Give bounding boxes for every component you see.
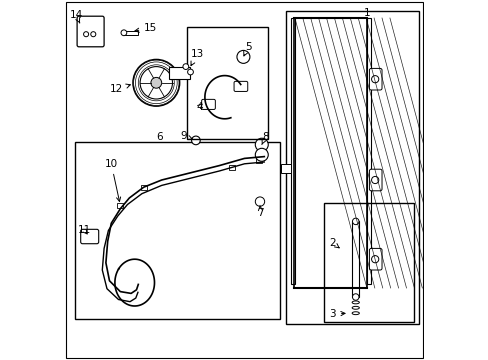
Bar	[117, 203, 123, 208]
Circle shape	[371, 176, 378, 184]
Bar	[366, 18, 370, 284]
Circle shape	[83, 32, 88, 37]
Bar	[352, 221, 358, 297]
Ellipse shape	[352, 218, 358, 225]
FancyBboxPatch shape	[81, 229, 99, 244]
Text: 4: 4	[196, 102, 203, 112]
Bar	[141, 185, 146, 190]
Bar	[123, 31, 138, 35]
Circle shape	[183, 64, 188, 69]
Text: 3: 3	[329, 309, 345, 319]
Text: 13: 13	[190, 49, 203, 66]
Text: 1: 1	[363, 8, 369, 18]
Text: 12: 12	[110, 84, 130, 94]
Bar	[280, 164, 291, 173]
Circle shape	[151, 77, 162, 88]
Ellipse shape	[351, 306, 359, 309]
Circle shape	[191, 136, 200, 145]
Ellipse shape	[352, 294, 358, 300]
FancyBboxPatch shape	[368, 68, 381, 90]
Circle shape	[187, 69, 193, 75]
Bar	[323, 203, 413, 322]
Bar	[186, 27, 267, 139]
Text: 7: 7	[257, 205, 264, 218]
Bar	[75, 142, 280, 319]
Circle shape	[121, 30, 126, 36]
Circle shape	[255, 197, 264, 206]
Text: 9: 9	[180, 131, 192, 141]
FancyBboxPatch shape	[368, 169, 381, 191]
FancyBboxPatch shape	[77, 16, 104, 47]
Text: 5: 5	[243, 42, 251, 56]
Circle shape	[140, 67, 172, 99]
Text: 14: 14	[69, 10, 82, 23]
Bar	[256, 158, 261, 163]
Circle shape	[371, 76, 378, 83]
Circle shape	[91, 32, 96, 37]
Text: 6: 6	[156, 132, 163, 142]
Bar	[228, 165, 234, 170]
FancyBboxPatch shape	[368, 248, 381, 270]
Text: 8: 8	[261, 132, 268, 145]
Bar	[285, 11, 418, 324]
Ellipse shape	[351, 312, 359, 315]
Text: 10: 10	[104, 159, 121, 202]
Text: 11: 11	[78, 225, 91, 235]
Circle shape	[255, 148, 268, 161]
Circle shape	[371, 256, 378, 263]
Bar	[290, 18, 294, 284]
Text: 2: 2	[329, 238, 339, 248]
Text: 15: 15	[135, 23, 157, 33]
Bar	[168, 67, 190, 79]
FancyBboxPatch shape	[234, 81, 247, 91]
Circle shape	[237, 50, 249, 63]
FancyBboxPatch shape	[201, 99, 215, 109]
Ellipse shape	[133, 59, 179, 106]
Ellipse shape	[351, 301, 359, 304]
Circle shape	[255, 138, 268, 151]
